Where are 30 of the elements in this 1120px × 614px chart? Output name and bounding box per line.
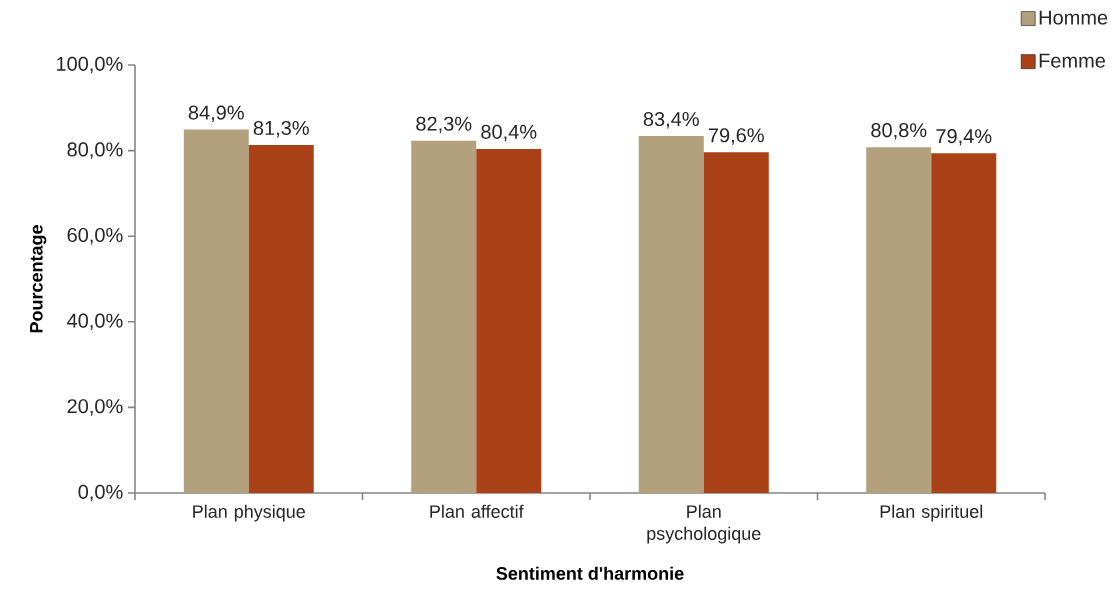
- y-tick-label: 20,0%: [67, 399, 123, 416]
- data-label: 84,9%: [188, 105, 244, 123]
- bar: [866, 147, 932, 493]
- data-label: 81,3%: [253, 120, 309, 138]
- bar: [248, 145, 314, 493]
- data-label: 80,4%: [481, 124, 537, 142]
- y-tick-label: 100,0%: [56, 56, 123, 74]
- x-axis-title: Sentiment d'harmonie: [496, 566, 684, 580]
- data-label: 79,6%: [708, 128, 764, 145]
- data-label: 79,4%: [936, 129, 992, 146]
- bar: [183, 129, 249, 493]
- bar: [638, 136, 704, 493]
- data-label: 82,3%: [416, 116, 472, 134]
- legend-label: Femme: [1039, 53, 1106, 68]
- y-tick-label: 40,0%: [67, 313, 123, 331]
- x-tick-label: Plan physique: [193, 504, 305, 522]
- y-tick-label: 60,0%: [67, 227, 123, 245]
- y-axis-title: Pourcentage: [30, 225, 47, 333]
- bar: [931, 153, 997, 493]
- y-tick-label: 0,0%: [78, 484, 123, 502]
- bar: [411, 140, 477, 493]
- x-tick-label: Plan psychologique: [647, 504, 761, 544]
- bar: [476, 148, 542, 493]
- y-tick-label: 80,0%: [67, 142, 123, 159]
- data-label: 80,8%: [871, 123, 927, 140]
- bar: [703, 152, 769, 493]
- x-tick-label: Plan spirituel: [880, 504, 983, 522]
- legend-label: Homme: [1039, 10, 1108, 25]
- x-tick-label: Plan affectif: [430, 504, 524, 518]
- data-label: 83,4%: [643, 111, 699, 129]
